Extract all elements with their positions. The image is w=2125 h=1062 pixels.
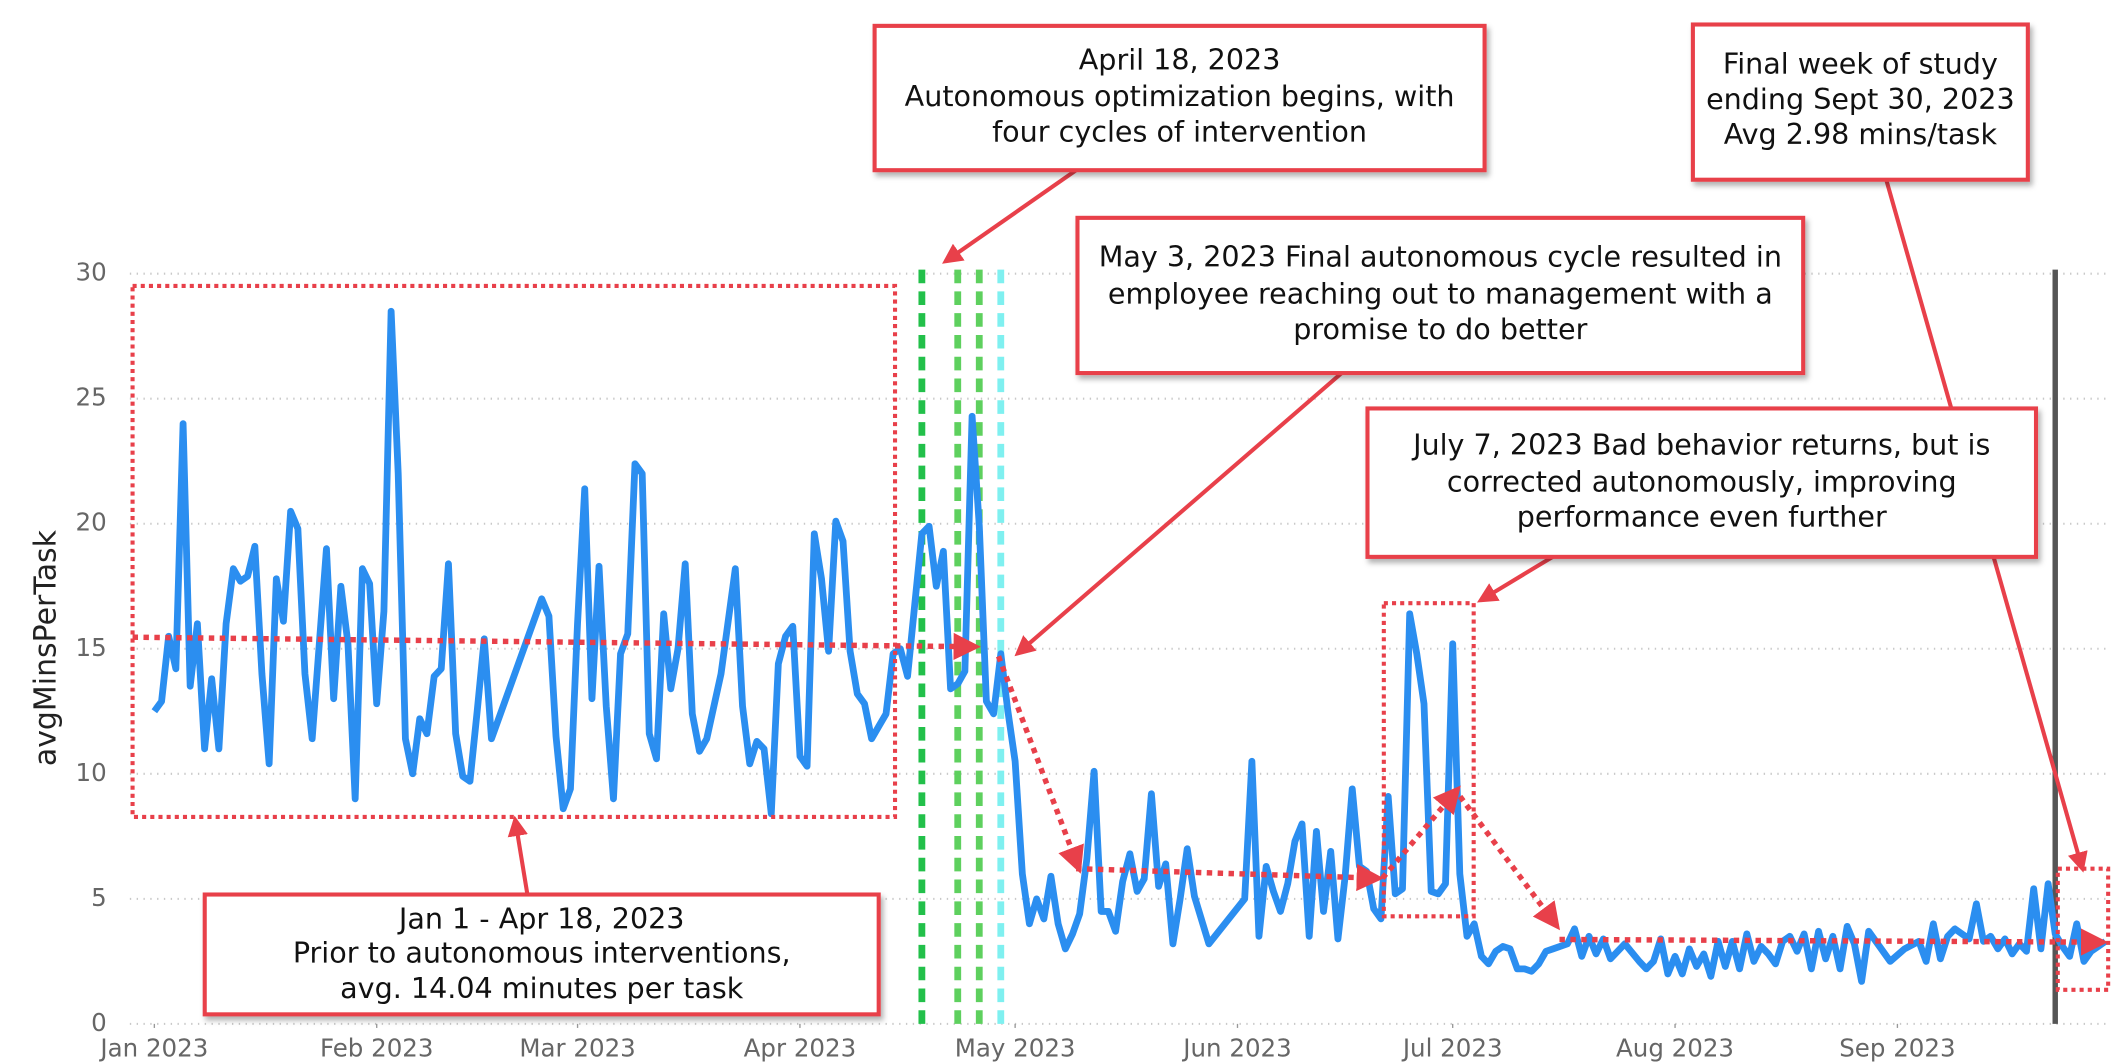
- x-tick-label: May 2023: [955, 1034, 1076, 1062]
- x-tick-label: Sep 2023: [1839, 1034, 1955, 1062]
- arrow: [507, 815, 530, 895]
- x-tick-label: Jul 2023: [1401, 1034, 1503, 1062]
- x-tick-label: Aug 2023: [1616, 1034, 1734, 1062]
- annotation-box: [1690, 22, 2030, 182]
- x-tick-label: Feb 2023: [320, 1034, 434, 1062]
- y-tick-label: 15: [76, 633, 107, 662]
- vertical-lines: [918, 269, 2058, 1024]
- x-tick-label: Mar 2023: [519, 1034, 635, 1062]
- data-line: [151, 307, 2108, 985]
- annotation-text: Prior to autonomous interventions,: [293, 935, 791, 969]
- series: [151, 307, 2108, 985]
- annotation-text: promise to do better: [1293, 312, 1587, 346]
- range-box: [130, 283, 898, 819]
- annotation-text: May 3, 2023 Final autonomous cycle resul…: [1099, 240, 1782, 274]
- annotation-text: Jan 1 - Apr 18, 2023: [397, 901, 685, 935]
- trend-line: [1380, 785, 1461, 880]
- x-tick-label: Apr 2023: [744, 1034, 857, 1062]
- annotation-text: ending Sept 30, 2023: [1706, 82, 2015, 116]
- y-tick-label: 0: [91, 1008, 107, 1037]
- trend-line: [1076, 863, 1384, 892]
- arrow: [1014, 371, 1343, 657]
- arrow: [1476, 555, 1554, 603]
- y-tick-label: 10: [76, 758, 107, 787]
- annotation-box: [202, 892, 881, 1017]
- x-tick-label: Jan 2023: [98, 1034, 208, 1062]
- annotation-text: avg. 14.04 minutes per task: [340, 971, 744, 1005]
- y-tick-label: 20: [76, 508, 107, 537]
- annotation-text: performance even further: [1517, 500, 1887, 534]
- y-tick-label: 5: [91, 883, 107, 912]
- annotation-text: April 18, 2023: [1079, 42, 1281, 76]
- x-tick-label: Jun 2023: [1181, 1034, 1291, 1062]
- trend-line: [132, 632, 981, 661]
- y-axis-label: avgMinsPerTask: [28, 529, 63, 766]
- trend-line: [995, 655, 1084, 874]
- annotation-text: four cycles of intervention: [992, 114, 1367, 148]
- trend-line: [1559, 928, 2109, 956]
- annotation-text: Autonomous optimization begins, with: [905, 79, 1455, 113]
- annotation-text: corrected autonomously, improving: [1447, 464, 1957, 498]
- range-box: [2055, 866, 2111, 992]
- y-tick-label: 30: [76, 258, 107, 287]
- range-box: [1381, 601, 1476, 919]
- annotation-box: [872, 23, 1487, 173]
- y-tick-label: 25: [76, 383, 107, 412]
- annotation-text: Avg 2.98 mins/task: [1724, 117, 1998, 151]
- annotation-text: Final week of study: [1723, 46, 1998, 80]
- annotation-text: employee reaching out to management with…: [1108, 276, 1773, 310]
- annotation-text: July 7, 2023 Bad behavior returns, but i…: [1411, 428, 1990, 462]
- annotation-shapes: [130, 168, 2111, 992]
- annotation-box: [1365, 406, 2039, 559]
- trend-line: [1457, 794, 1560, 931]
- arrow: [942, 168, 1078, 264]
- annotation-box: [1075, 215, 1806, 376]
